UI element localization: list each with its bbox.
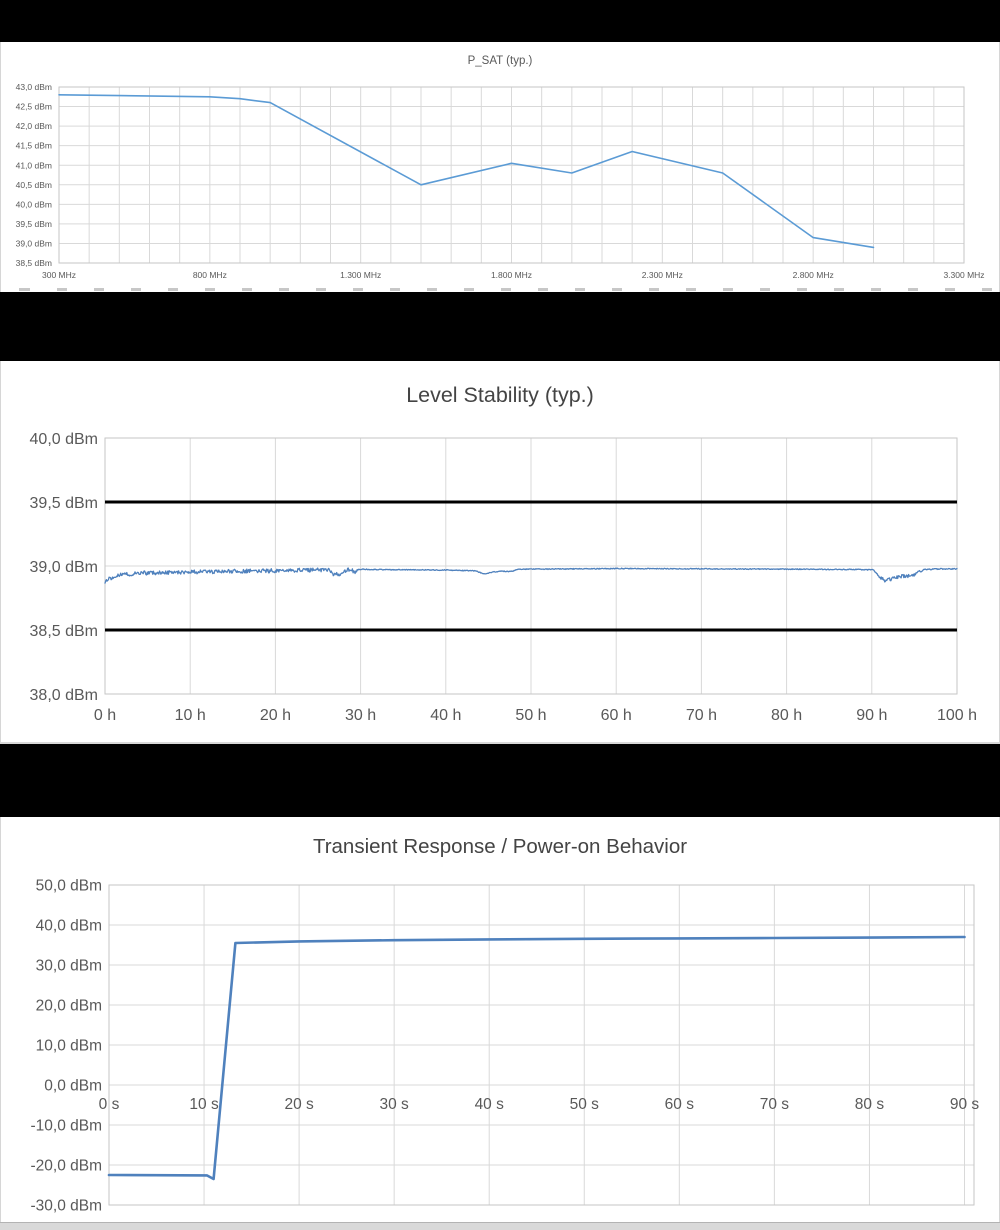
svg-text:42,0 dBm: 42,0 dBm (16, 121, 52, 131)
svg-text:40 s: 40 s (475, 1096, 505, 1113)
svg-text:39,5 dBm: 39,5 dBm (30, 495, 98, 512)
svg-text:0 h: 0 h (94, 707, 116, 724)
svg-text:30 s: 30 s (380, 1096, 410, 1113)
svg-text:39,0 dBm: 39,0 dBm (30, 559, 98, 576)
svg-text:38,0 dBm: 38,0 dBm (30, 687, 98, 704)
transient-chart-title: Transient Response / Power-on Behavior (312, 835, 688, 858)
svg-text:300 MHz: 300 MHz (42, 270, 76, 280)
transient-chart-canvas: 50,0 dBm 40,0 dBm 30,0 dBm 20,0 dBm 10,0 dBm… (30, 878, 980, 1215)
svg-text:3.300 MHz: 3.300 MHz (943, 270, 984, 280)
svg-text:70 h: 70 h (686, 707, 717, 724)
transient-chart-panel: Transient Response / Power-on Behavior 5… (0, 817, 1000, 1222)
svg-text:50,0 dBm: 50,0 dBm (36, 878, 102, 895)
svg-text:60 s: 60 s (665, 1096, 695, 1113)
svg-text:10,0 dBm: 10,0 dBm (36, 1038, 102, 1055)
svg-text:30,0 dBm: 30,0 dBm (36, 958, 102, 975)
svg-text:0 s: 0 s (99, 1096, 120, 1113)
svg-text:2.800 MHz: 2.800 MHz (793, 270, 834, 280)
svg-text:39,5 dBm: 39,5 dBm (16, 219, 52, 229)
svg-text:90 h: 90 h (856, 707, 887, 724)
svg-text:90 s: 90 s (950, 1096, 980, 1113)
separator-bar-2 (0, 744, 1000, 817)
svg-text:800 MHz: 800 MHz (193, 270, 227, 280)
svg-text:39,0 dBm: 39,0 dBm (16, 239, 52, 249)
svg-text:10 s: 10 s (189, 1096, 219, 1113)
svg-text:38,5 dBm: 38,5 dBm (16, 258, 52, 268)
svg-text:50 s: 50 s (570, 1096, 600, 1113)
svg-text:40,5 dBm: 40,5 dBm (16, 180, 52, 190)
psat-chart-canvas: 43,0 dBm 42,5 dBm 42,0 dBm 41,5 dBm 41,0 dBm… (16, 82, 985, 280)
svg-text:20 s: 20 s (284, 1096, 314, 1113)
svg-text:80 h: 80 h (771, 707, 802, 724)
svg-text:2.300 MHz: 2.300 MHz (642, 270, 683, 280)
svg-text:20 h: 20 h (260, 707, 291, 724)
svg-text:40,0 dBm: 40,0 dBm (16, 199, 52, 209)
svg-text:30 h: 30 h (345, 707, 376, 724)
svg-text:38,5 dBm: 38,5 dBm (30, 623, 98, 640)
psat-chart-panel: P_SAT (typ.) 43,0 dBm 42,5 dBm 42,0 dBm 41,… (0, 42, 1000, 292)
stability-chart-title: Level Stability (typ.) (406, 383, 594, 407)
svg-text:40,0 dBm: 40,0 dBm (36, 918, 102, 935)
svg-text:-30,0 dBm: -30,0 dBm (30, 1198, 102, 1215)
svg-text:60 h: 60 h (601, 707, 632, 724)
stability-chart-canvas: 40,0 dBm 39,5 dBm 39,0 dBm 38,5 dBm 38,0 dBm… (30, 431, 978, 724)
stability-chart-panel: Level Stability (typ.) 40,0 dBm 39,5 dBm 3… (0, 361, 1000, 744)
svg-text:41,0 dBm: 41,0 dBm (16, 160, 52, 170)
svg-text:40,0 dBm: 40,0 dBm (30, 431, 98, 448)
svg-text:80 s: 80 s (855, 1096, 885, 1113)
psat-chart-title: P_SAT (typ.) (467, 55, 533, 67)
top-separator-bar (0, 0, 1000, 43)
svg-text:20,0 dBm: 20,0 dBm (36, 998, 102, 1015)
svg-text:10 h: 10 h (175, 707, 206, 724)
bottom-edge-strip (0, 1222, 1000, 1230)
svg-text:100 h: 100 h (937, 707, 977, 724)
svg-text:42,5 dBm: 42,5 dBm (16, 102, 52, 112)
svg-text:-10,0 dBm: -10,0 dBm (30, 1118, 102, 1135)
svg-text:43,0 dBm: 43,0 dBm (16, 82, 52, 92)
svg-text:1.300 MHz: 1.300 MHz (340, 270, 381, 280)
svg-text:-20,0 dBm: -20,0 dBm (30, 1158, 102, 1175)
separator-bar-1 (0, 292, 1000, 361)
svg-text:70 s: 70 s (760, 1096, 790, 1113)
svg-text:41,5 dBm: 41,5 dBm (16, 141, 52, 151)
svg-text:50 h: 50 h (515, 707, 546, 724)
svg-text:0,0 dBm: 0,0 dBm (44, 1078, 102, 1095)
svg-text:40 h: 40 h (430, 707, 461, 724)
svg-text:1.800 MHz: 1.800 MHz (491, 270, 532, 280)
